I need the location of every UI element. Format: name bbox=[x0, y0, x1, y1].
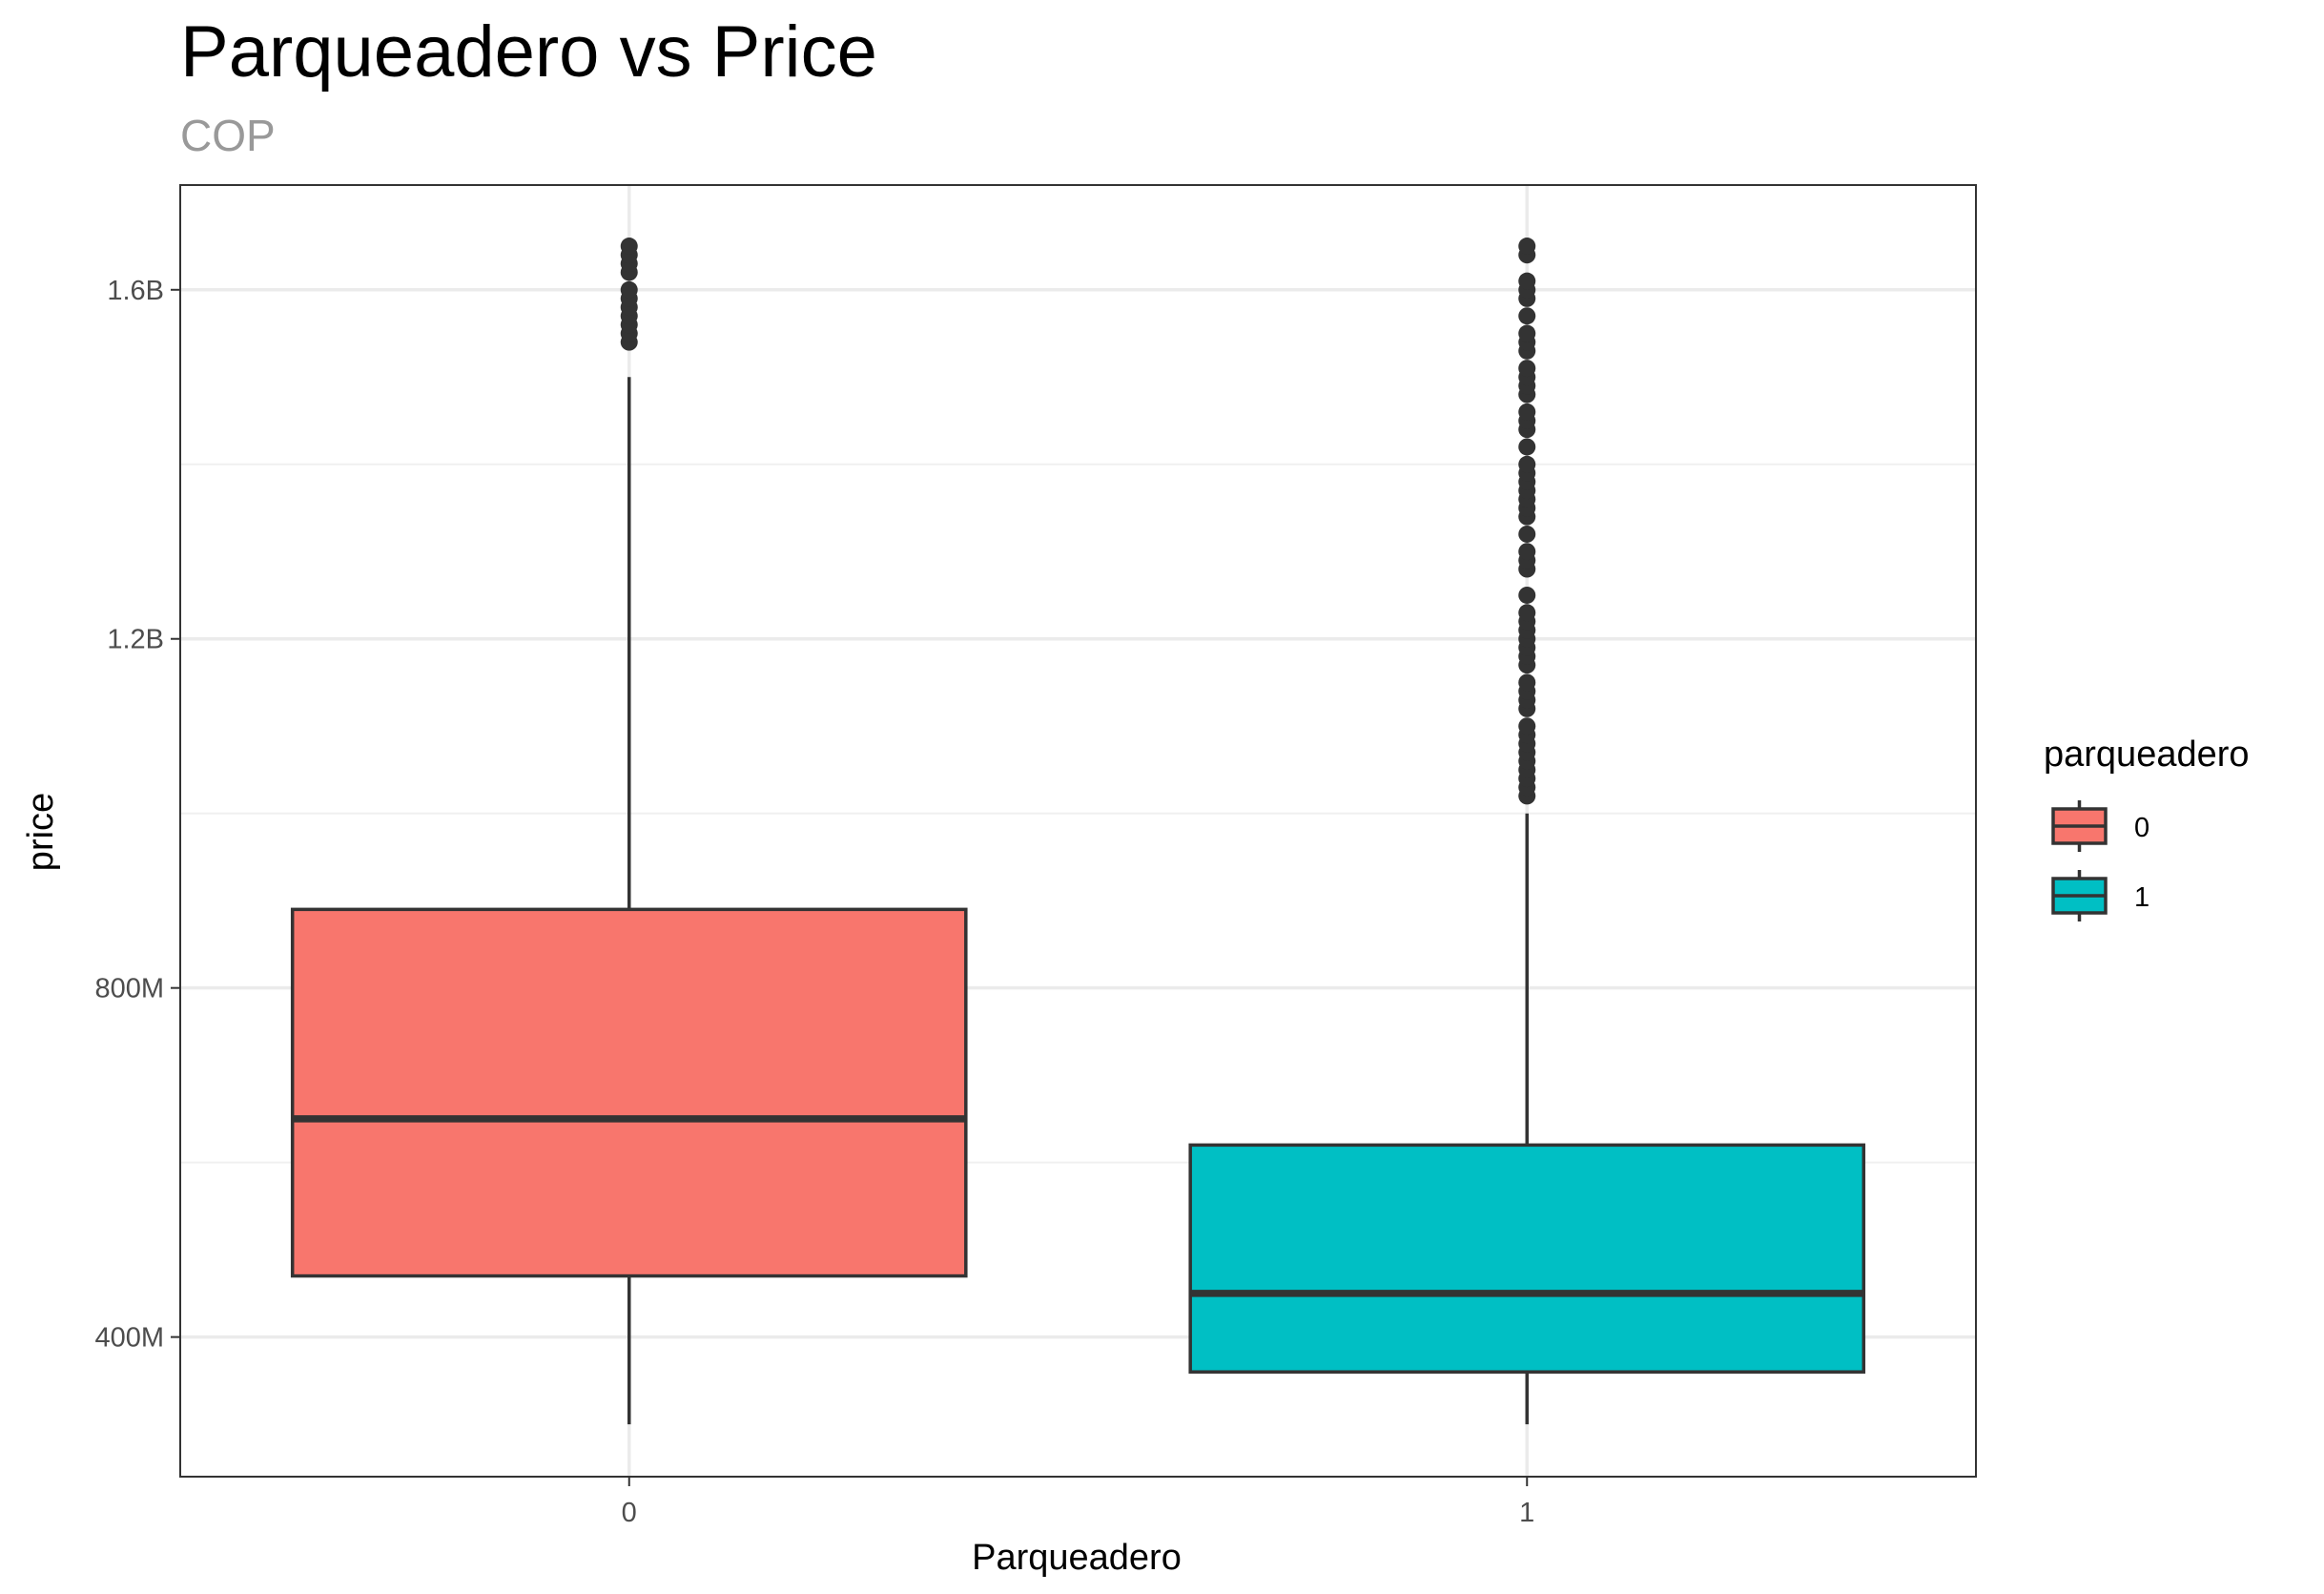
panel-border bbox=[179, 184, 1977, 1478]
y-tick-label: 1.6B bbox=[107, 276, 164, 306]
outlier-point bbox=[1518, 543, 1536, 561]
box-group-0 bbox=[290, 238, 968, 1425]
x-axis-title: Parqueadero bbox=[972, 1538, 1182, 1578]
x-tick-label: 1 bbox=[1519, 1498, 1534, 1528]
legend-key-0 bbox=[2051, 800, 2108, 852]
outlier-point bbox=[1518, 324, 1536, 342]
box bbox=[1188, 1143, 1866, 1374]
y-tick-label: 400M bbox=[94, 1323, 164, 1354]
plot-panel: 400M 800M 1.2B 1.6B 0 1 bbox=[94, 184, 1977, 1528]
outlier-point bbox=[1518, 238, 1536, 256]
outlier-point bbox=[1518, 717, 1536, 735]
box bbox=[290, 907, 968, 1278]
outlier-point bbox=[1518, 360, 1536, 378]
outlier-point bbox=[1518, 403, 1536, 421]
chart-subtitle: COP bbox=[180, 111, 276, 160]
outlier-point bbox=[620, 238, 638, 256]
y-tick-label: 800M bbox=[94, 974, 164, 1004]
outlier-point bbox=[1518, 272, 1536, 290]
legend-title: parqueadero bbox=[2044, 735, 2250, 775]
outlier-point bbox=[620, 280, 638, 299]
outlier-point bbox=[1518, 455, 1536, 473]
box-group-1 bbox=[1188, 238, 1866, 1425]
outlier-point bbox=[1518, 673, 1536, 692]
legend-label: 1 bbox=[2134, 882, 2149, 913]
legend: parqueadero 0 1 bbox=[2044, 735, 2250, 921]
y-axis-title: price bbox=[21, 793, 61, 871]
y-tick-label: 1.2B bbox=[107, 625, 164, 655]
outlier-point bbox=[1518, 438, 1536, 456]
chart-title: Parqueadero vs Price bbox=[180, 11, 877, 93]
x-tick-label: 0 bbox=[622, 1498, 637, 1528]
legend-label: 0 bbox=[2134, 813, 2149, 843]
legend-key-1 bbox=[2051, 870, 2108, 921]
outlier-point bbox=[1518, 586, 1536, 604]
outlier-point bbox=[1518, 525, 1536, 543]
outlier-point bbox=[1518, 604, 1536, 622]
outlier-point bbox=[1518, 307, 1536, 325]
